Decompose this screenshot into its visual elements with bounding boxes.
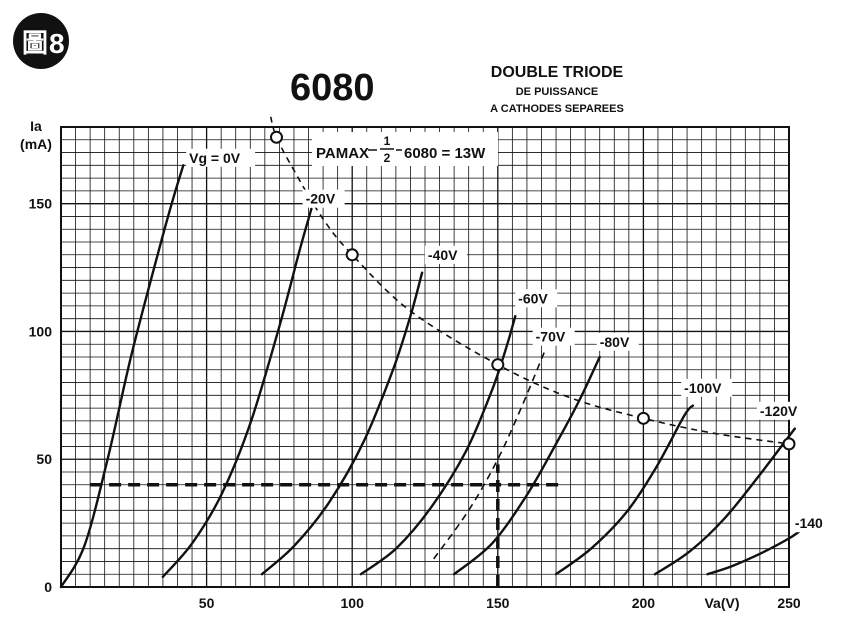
y-axis-label-line-2: (mA)	[20, 136, 52, 152]
curve-label-background	[515, 289, 558, 308]
pmax-curve	[269, 116, 796, 451]
curve-labels: Vg = 0V -20V -40V -60V -80V -100V -120V -140 -70…	[186, 148, 834, 533]
curve-label-background	[791, 514, 834, 533]
curve-label-40v: -40V	[428, 247, 458, 263]
curve-vg-0v	[59, 164, 185, 589]
curve-label-background	[424, 245, 467, 264]
pmax-label-numerator: 1	[384, 134, 391, 148]
grid	[60, 126, 790, 588]
curve-100v	[554, 404, 695, 576]
pmax-label-suffix: 6080 = 13W	[404, 145, 486, 162]
badge-number: 8	[49, 28, 65, 59]
y-tick-label: 150	[29, 196, 53, 212]
curve-70v-dashed	[433, 351, 546, 560]
curve-20v	[161, 207, 313, 578]
pmax-label-prefix: PAMAX	[316, 145, 369, 162]
x-tick-label: 50	[199, 595, 215, 611]
x-tick-label: 200	[632, 595, 656, 611]
x-tick-label: 150	[486, 595, 510, 611]
pmax-marker	[345, 248, 359, 262]
tick-labels: 50 100 150 200 250 0 50 100 150	[29, 196, 801, 611]
curve-label-background	[596, 332, 639, 351]
subtitle-line-3: A CATHODES SEPAREES	[490, 103, 624, 115]
pmax-label-background	[312, 132, 498, 166]
badge-glyph: 圖	[22, 29, 48, 59]
curve-label-background	[186, 148, 256, 167]
y-tick-label: 0	[44, 579, 52, 595]
plot-frame	[60, 126, 790, 588]
curve-140	[706, 527, 805, 576]
curve-label-60v: -60V	[518, 290, 548, 306]
curve-60v	[359, 314, 517, 576]
plot-border	[60, 126, 790, 588]
curve-40v	[260, 271, 424, 576]
x-tick-label: 100	[341, 595, 365, 611]
curve-label-120v: -120V	[760, 403, 798, 419]
pmax-marker	[491, 358, 505, 372]
chart-title: 6080	[290, 67, 375, 109]
subtitle-line-2: DE PUISSANCE	[516, 86, 599, 98]
curve-label-background	[532, 327, 575, 346]
curve-label-background	[302, 189, 345, 208]
curve-label-background	[681, 378, 733, 397]
pmax-hyperbola	[269, 116, 790, 445]
y-tick-label: 100	[29, 323, 53, 339]
x-axis-label: Va(V)	[704, 595, 739, 611]
y-axis-label-line-1: Ia	[30, 118, 42, 134]
pmax-marker	[782, 437, 796, 451]
pmax-label-denominator: 2	[384, 151, 391, 165]
curve-label-background	[756, 401, 808, 420]
pmax-marker	[636, 411, 650, 425]
pmax-label: PAMAX 1 2 6080 = 13W	[312, 132, 498, 166]
curve-label-vg-0v: Vg = 0V	[189, 150, 241, 166]
x-tick-label: 250	[777, 595, 801, 611]
plate-curves	[59, 164, 805, 589]
load-lines	[90, 464, 562, 587]
curve-label-100v: -100V	[684, 380, 722, 396]
curve-label-20v: -20V	[306, 191, 336, 207]
curve-80v	[452, 355, 601, 576]
y-tick-label: 50	[36, 451, 52, 467]
badge-circle	[13, 13, 69, 69]
curve-label-80v: -80V	[600, 334, 630, 350]
figure-badge: 圖 8	[13, 13, 69, 69]
subtitle-line-1: DOUBLE TRIODE	[491, 64, 624, 81]
curve-label-70v: -70V	[536, 329, 566, 345]
pmax-marker	[269, 130, 283, 144]
curve-label-140: -140	[795, 515, 823, 531]
